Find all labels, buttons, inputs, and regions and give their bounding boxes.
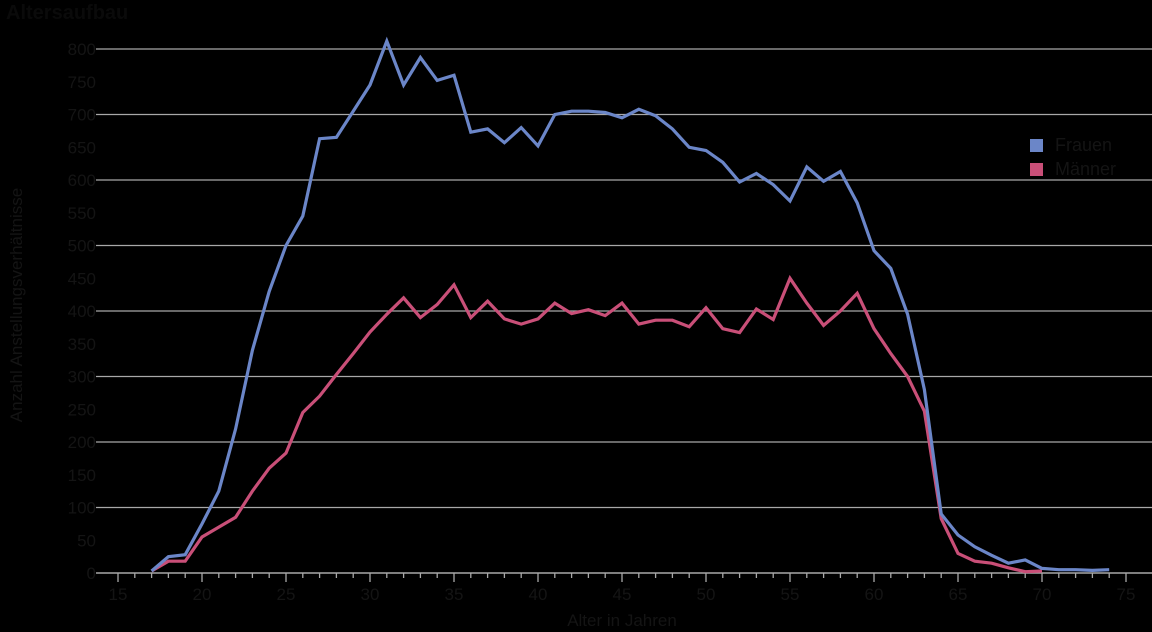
y-tick-label: 750 [68, 73, 96, 92]
legend-swatch-frauen [1030, 138, 1043, 152]
y-tick-label: 100 [68, 499, 96, 518]
y-tick-label: 200 [68, 433, 96, 452]
y-tick-label: 300 [68, 368, 96, 387]
y-tick-label: 650 [68, 138, 96, 157]
series-line-maenner [150, 274, 1043, 574]
legend-swatch-maenner [1030, 162, 1043, 176]
y-tick-label: 350 [68, 335, 96, 354]
x-axis-title: Alter in Jahren [567, 611, 677, 630]
x-tick-label: 55 [781, 585, 800, 604]
data-lines [150, 36, 1110, 574]
y-tick-label: 0 [87, 564, 96, 583]
gridlines [96, 48, 1152, 509]
x-tick-label: 75 [1117, 585, 1136, 604]
x-tick-label: 20 [193, 585, 212, 604]
legend: Frauen Männer [1030, 133, 1116, 181]
y-tick-label: 800 [68, 40, 96, 59]
x-tick-label: 45 [613, 585, 632, 604]
legend-item-frauen[interactable]: Frauen [1030, 133, 1116, 157]
y-axis-ticks: 0 50 100 150 200 250 300 350 400 450 500 550 600 650 7… [68, 40, 96, 583]
x-tick-label: 50 [697, 585, 716, 604]
x-tick-label: 25 [277, 585, 296, 604]
y-tick-label: 250 [68, 400, 96, 419]
y-axis-title: Anzahl Anstellungsverhältnisse [7, 188, 26, 422]
y-tick-label: 50 [77, 531, 96, 550]
x-tick-label: 70 [1033, 585, 1052, 604]
legend-item-maenner[interactable]: Männer [1030, 157, 1116, 181]
y-tick-label: 600 [68, 171, 96, 190]
y-tick-label: 500 [68, 237, 96, 256]
chart-title: Altersaufbau [6, 2, 129, 24]
x-tick-label: 40 [529, 585, 548, 604]
legend-label: Männer [1055, 158, 1117, 179]
series-line-frauen [150, 36, 1110, 573]
legend-label: Frauen [1055, 134, 1113, 155]
x-tick-label: 30 [361, 585, 380, 604]
x-tick-label: 35 [445, 585, 464, 604]
y-tick-label: 450 [68, 269, 96, 288]
x-tick-label: 60 [865, 585, 884, 604]
y-tick-label: 700 [68, 106, 96, 125]
x-axis: 15 20 25 30 35 40 45 50 55 60 65 70 75 [96, 572, 1152, 604]
y-tick-label: 400 [68, 302, 96, 321]
x-tick-label: 65 [949, 585, 968, 604]
y-tick-label: 550 [68, 204, 96, 223]
x-tick-label: 15 [109, 585, 128, 604]
y-tick-label: 150 [68, 466, 96, 485]
